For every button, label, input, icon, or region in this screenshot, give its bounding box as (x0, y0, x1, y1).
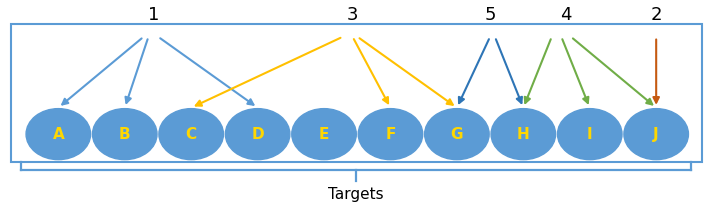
Ellipse shape (225, 109, 290, 160)
Ellipse shape (624, 109, 689, 160)
Ellipse shape (557, 109, 622, 160)
Text: H: H (517, 127, 530, 142)
Text: F: F (385, 127, 395, 142)
Text: B: B (119, 127, 130, 142)
Ellipse shape (26, 109, 90, 160)
Ellipse shape (159, 109, 224, 160)
Text: 1: 1 (148, 6, 159, 24)
Text: D: D (251, 127, 264, 142)
Ellipse shape (425, 109, 489, 160)
Text: 5: 5 (484, 6, 496, 24)
Ellipse shape (292, 109, 356, 160)
Ellipse shape (491, 109, 555, 160)
Text: 3: 3 (347, 6, 358, 24)
Text: I: I (587, 127, 592, 142)
Text: J: J (653, 127, 659, 142)
Text: G: G (450, 127, 463, 142)
Text: Targets: Targets (329, 187, 384, 202)
Text: A: A (52, 127, 64, 142)
Ellipse shape (93, 109, 157, 160)
Text: 4: 4 (560, 6, 572, 24)
Text: C: C (185, 127, 197, 142)
Text: E: E (319, 127, 329, 142)
Text: 2: 2 (650, 6, 662, 24)
Ellipse shape (358, 109, 423, 160)
